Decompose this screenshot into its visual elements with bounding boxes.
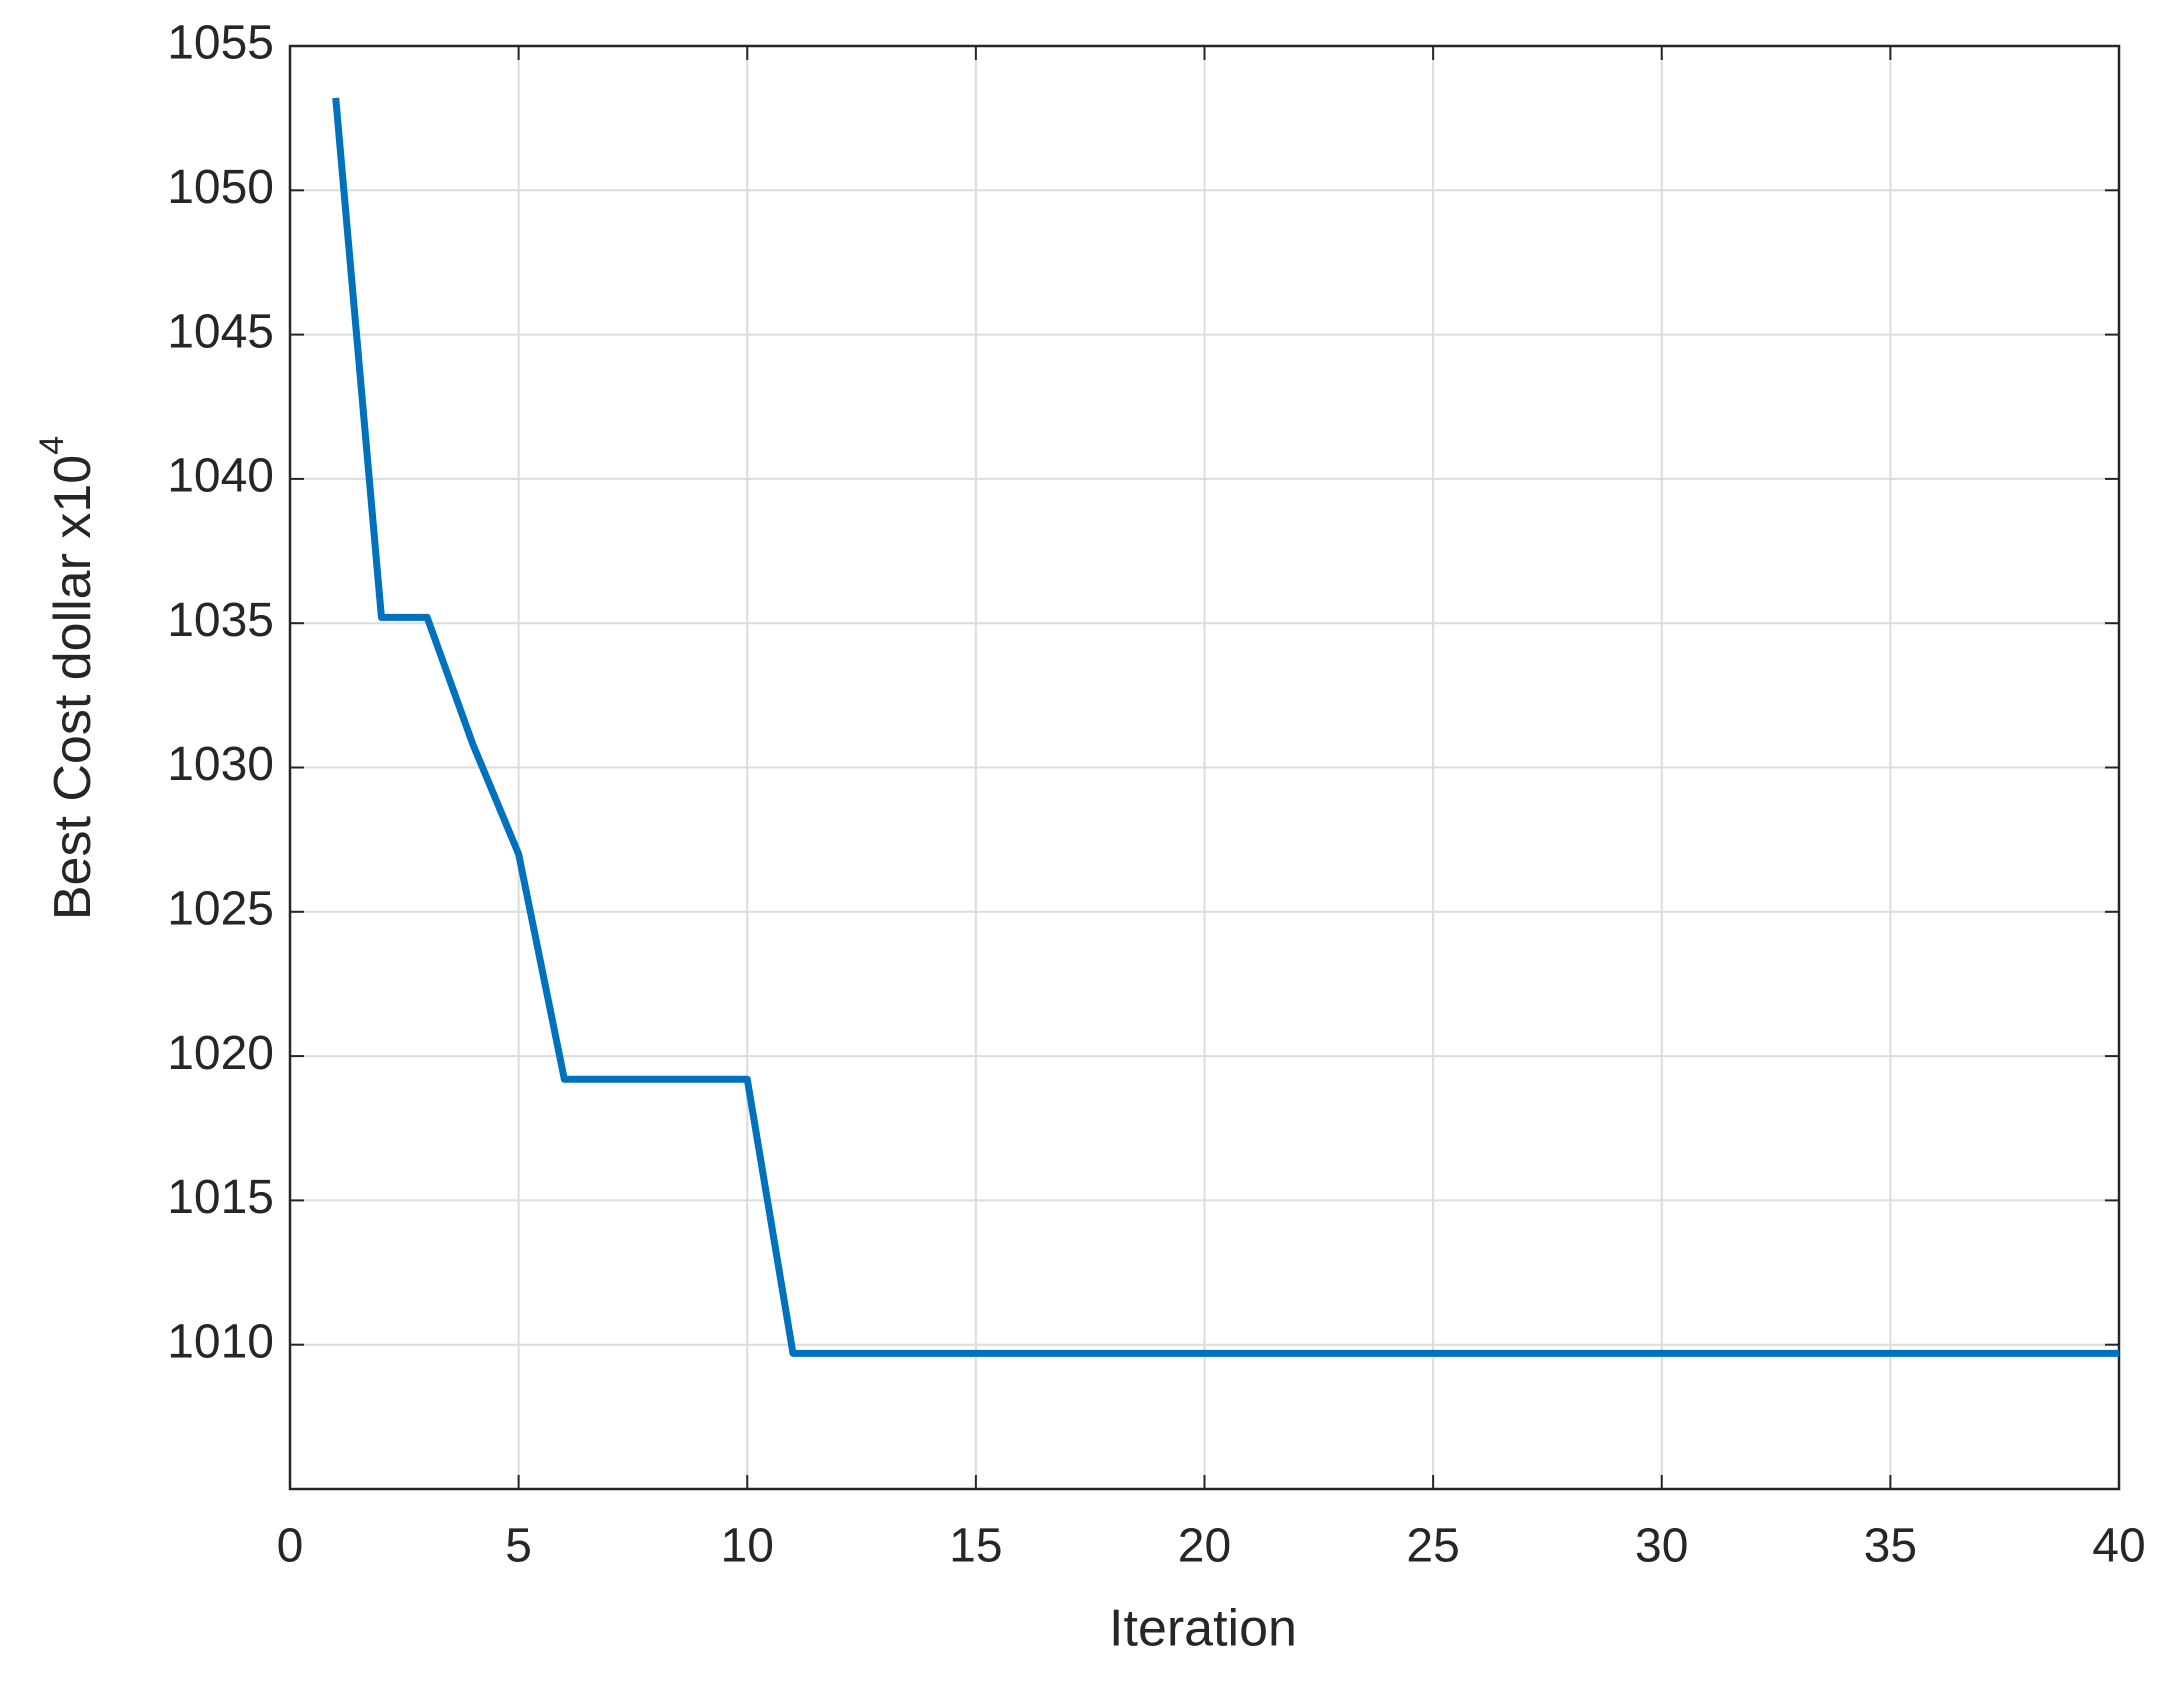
y-tick-label: 1055 (167, 17, 274, 70)
x-tick-label: 20 (1178, 1520, 1231, 1573)
x-tick-label: 15 (949, 1520, 1002, 1573)
plot-frame (288, 44, 2121, 1491)
y-tick-label: 1030 (167, 738, 274, 791)
y-axis-label: Best Cost dollar x104 (33, 436, 102, 920)
y-tick-label: 1020 (167, 1027, 274, 1080)
y-tick-label: 1015 (167, 1171, 274, 1224)
y-tick-label: 1050 (167, 161, 274, 214)
x-tick-label: 0 (277, 1520, 304, 1573)
x-axis-label: Iteration (1109, 1600, 1297, 1658)
x-tick-label: 40 (2092, 1520, 2145, 1573)
x-tick-label: 30 (1635, 1520, 1688, 1573)
y-tick-label: 1025 (167, 882, 274, 935)
y-tick-label: 1035 (167, 594, 274, 647)
y-tick-label: 1010 (167, 1315, 274, 1368)
data-line (332, 97, 2119, 1357)
y-axis-label-exponent: 4 (33, 436, 71, 455)
y-axis-label-text: Best Cost dollar x10 (44, 455, 102, 920)
y-tick-label: 1045 (167, 305, 274, 358)
x-tick-label: 35 (1864, 1520, 1917, 1573)
x-tick-label: 5 (505, 1520, 532, 1573)
x-tick-label: 10 (721, 1520, 774, 1573)
y-tick-label: 1040 (167, 450, 274, 503)
x-tick-label: 25 (1406, 1520, 1459, 1573)
